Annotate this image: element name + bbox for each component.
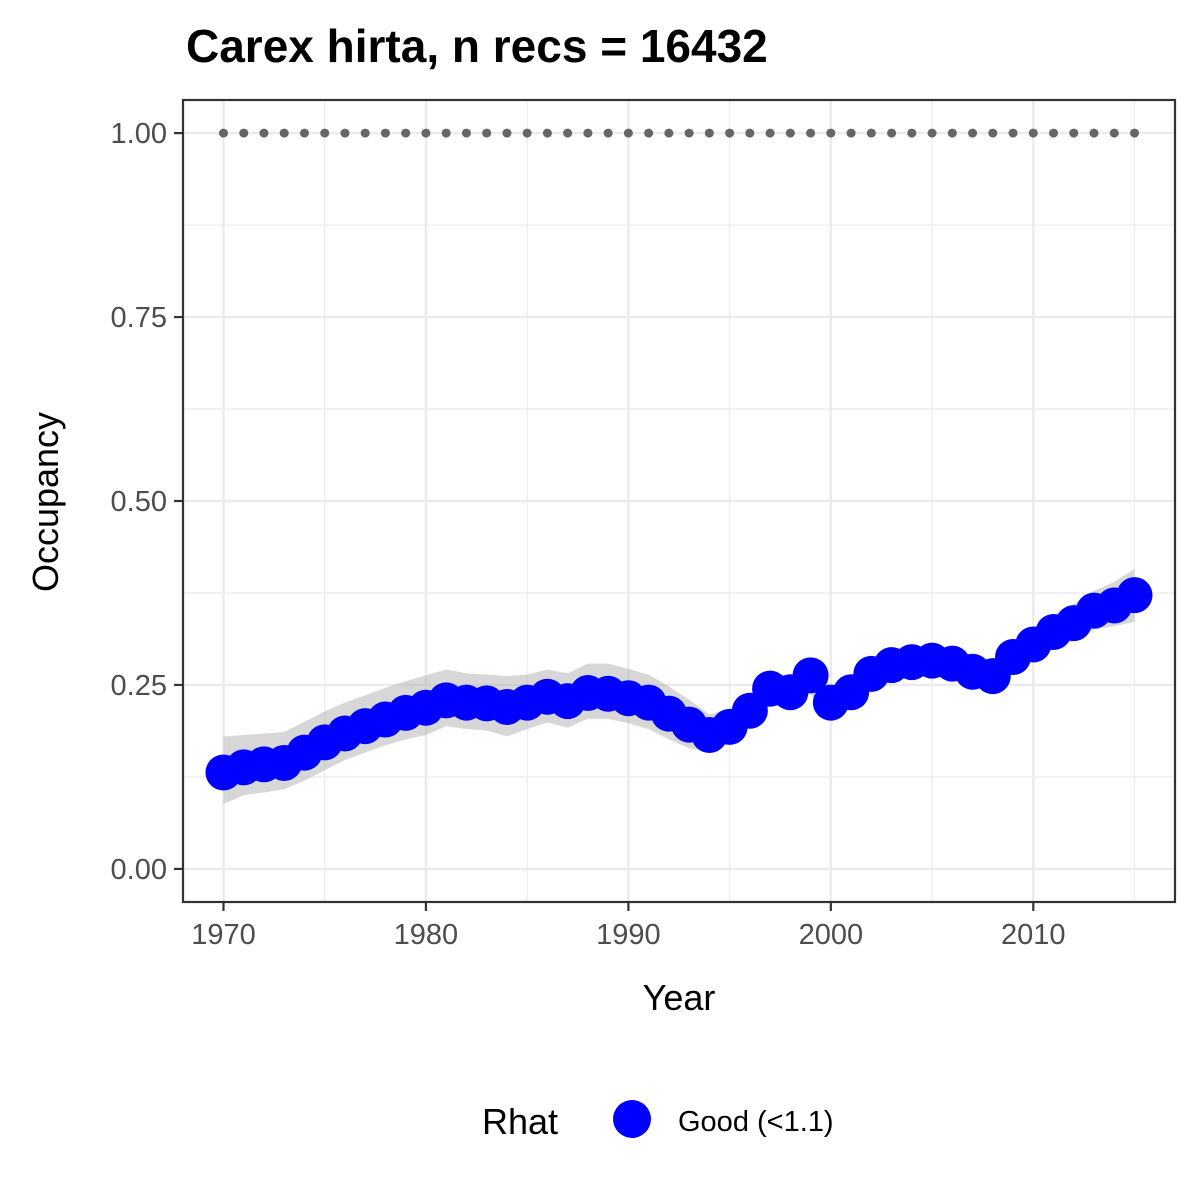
reference-point (461, 128, 471, 138)
reference-point (947, 128, 957, 138)
x-tick-label: 2010 (1001, 919, 1066, 951)
y-tick-label: 0.00 (111, 854, 167, 886)
reference-point (360, 128, 370, 138)
reference-point (401, 128, 411, 138)
occupancy-point (792, 657, 829, 694)
x-axis-title: Year (643, 977, 716, 1018)
reference-point (218, 128, 228, 138)
reference-point (866, 128, 876, 138)
reference-point (502, 128, 512, 138)
reference-point (1109, 128, 1119, 138)
reference-point (299, 128, 309, 138)
reference-point (340, 128, 350, 138)
reference-point (644, 128, 654, 138)
chart-title: Carex hirta, n recs = 16432 (186, 20, 768, 72)
reference-point (968, 128, 978, 138)
reference-point (563, 128, 573, 138)
reference-point (1028, 128, 1038, 138)
reference-point (1049, 128, 1059, 138)
reference-point (988, 128, 998, 138)
reference-point (1008, 128, 1018, 138)
reference-point (1069, 128, 1079, 138)
credible-interval-ribbon (223, 568, 1135, 805)
reference-point (522, 128, 532, 138)
reference-point (725, 128, 735, 138)
reference-point (239, 128, 249, 138)
y-tick-label: 0.50 (111, 486, 167, 518)
reference-point (623, 128, 633, 138)
reference-point (320, 128, 330, 138)
reference-point (441, 128, 451, 138)
x-tick-label: 1980 (394, 919, 459, 951)
y-tick-label: 0.25 (111, 670, 167, 702)
reference-point (542, 128, 552, 138)
occupancy-point (1116, 577, 1153, 614)
legend: Rhat Good (<1.1) (482, 1100, 834, 1142)
reference-point (907, 128, 917, 138)
legend-key-good (613, 1100, 651, 1138)
reference-point (279, 128, 289, 138)
reference-point (1130, 128, 1140, 138)
reference-point (826, 128, 836, 138)
x-tick-label: 2000 (799, 919, 864, 951)
legend-label-good: Good (<1.1) (678, 1106, 834, 1138)
reference-point (421, 128, 431, 138)
x-tick-label: 1970 (191, 919, 256, 951)
reference-point (785, 128, 795, 138)
reference-point (603, 128, 613, 138)
reference-point (806, 128, 816, 138)
reference-point (380, 128, 390, 138)
reference-point (745, 128, 755, 138)
reference-point (664, 128, 674, 138)
reference-point (846, 128, 856, 138)
reference-point (684, 128, 694, 138)
x-tick-label: 1990 (596, 919, 661, 951)
reference-point (1089, 128, 1099, 138)
plot-area: 1970 1980 1990 2000 2010 0.00 0.25 0.50 0.75 1.00 (111, 98, 1177, 951)
reference-point (259, 128, 269, 138)
reference-point (583, 128, 593, 138)
y-tick-label: 1.00 (111, 118, 167, 150)
reference-point (927, 128, 937, 138)
legend-title: Rhat (482, 1101, 558, 1142)
reference-point (482, 128, 492, 138)
reference-point (704, 128, 714, 138)
y-tick-label: 0.75 (111, 302, 167, 334)
y-axis-title: Occupancy (25, 412, 66, 592)
reference-point (765, 128, 775, 138)
reference-point (887, 128, 897, 138)
